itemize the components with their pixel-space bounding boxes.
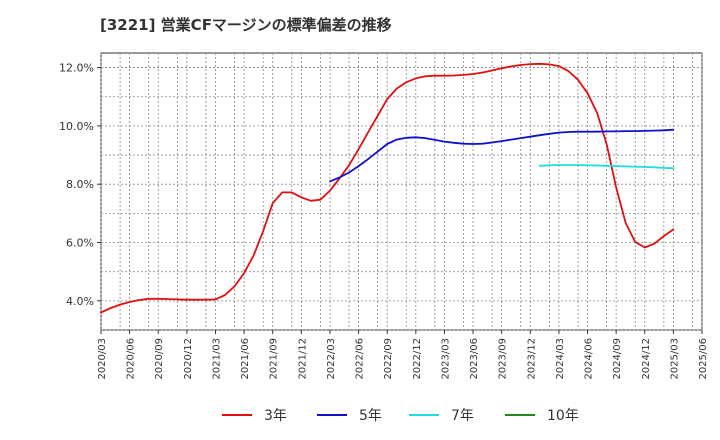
series-line-2 bbox=[329, 128, 675, 183]
x-tick-label: 2024/03 bbox=[555, 338, 566, 380]
plot-area bbox=[100, 52, 703, 331]
grid-layer bbox=[100, 53, 703, 331]
legend-label-3: 7年 bbox=[451, 408, 474, 424]
y-tick-label: 12.0% bbox=[59, 62, 94, 75]
x-tick-label: 2020/03 bbox=[97, 338, 108, 380]
x-tick-label: 2023/09 bbox=[498, 338, 509, 380]
series-line-3 bbox=[538, 164, 675, 170]
y-axis-ticks: 4.0% 6.0% 8.0% 10.0% 12.0% bbox=[59, 62, 101, 308]
chart-title: [3221] 営業CFマージンの標準偏差の推移 bbox=[100, 16, 392, 34]
x-tick-label: 2022/09 bbox=[383, 338, 394, 380]
series-layer bbox=[100, 62, 675, 314]
x-tick-label: 2024/12 bbox=[641, 338, 652, 380]
y-tick-label: 6.0% bbox=[66, 237, 94, 250]
x-tick-label: 2022/06 bbox=[355, 338, 366, 380]
x-tick-label: 2024/09 bbox=[612, 338, 623, 380]
y-tick-label: 8.0% bbox=[66, 178, 94, 191]
x-axis-ticks: 2020/03 2020/06 2020/09 2020/12 2021/03 2021/… bbox=[97, 330, 709, 380]
x-tick-label: 2021/06 bbox=[240, 338, 251, 380]
x-tick-label: 2020/12 bbox=[183, 338, 194, 380]
series-line-1 bbox=[100, 62, 675, 314]
x-tick-label: 2023/06 bbox=[469, 338, 480, 380]
legend-label-2: 5年 bbox=[359, 408, 382, 424]
x-tick-label: 2020/06 bbox=[126, 338, 137, 380]
x-tick-label: 2022/12 bbox=[412, 338, 423, 380]
x-tick-label: 2023/12 bbox=[526, 338, 537, 380]
y-tick-label: 10.0% bbox=[59, 120, 94, 133]
x-tick-label: 2024/06 bbox=[584, 338, 595, 380]
x-tick-label: 2023/03 bbox=[440, 338, 451, 380]
x-tick-label: 2021/03 bbox=[211, 338, 222, 380]
x-tick-label: 2022/03 bbox=[326, 338, 337, 380]
x-tick-label: 2020/09 bbox=[154, 338, 165, 380]
x-tick-label: 2021/09 bbox=[269, 338, 280, 380]
legend-label-4: 10年 bbox=[547, 408, 579, 424]
x-tick-label: 2021/12 bbox=[297, 338, 308, 380]
legend-label-1: 3年 bbox=[264, 408, 287, 424]
x-tick-label: 2025/06 bbox=[698, 338, 709, 380]
y-tick-label: 4.0% bbox=[66, 295, 94, 308]
legend: 3年 5年 7年 10年 bbox=[222, 408, 579, 424]
x-tick-label: 2025/03 bbox=[669, 338, 680, 380]
